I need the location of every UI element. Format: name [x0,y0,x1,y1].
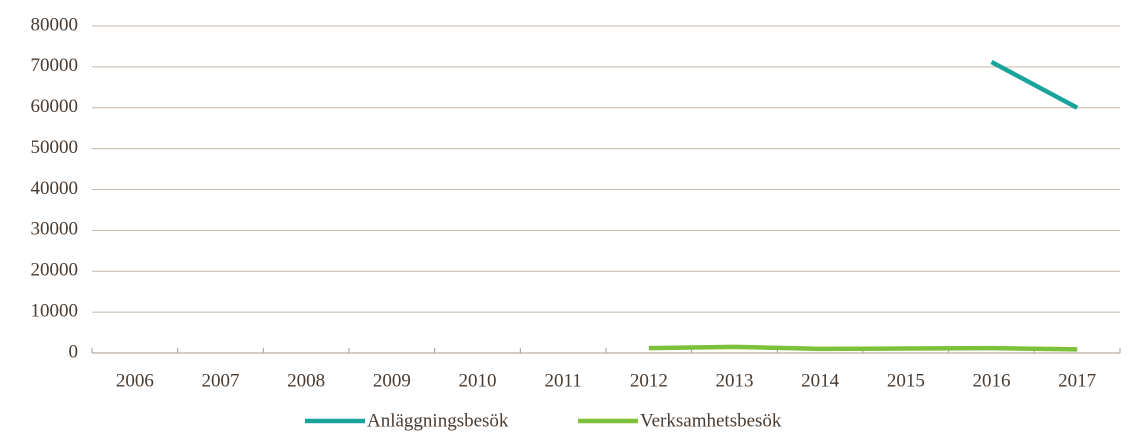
x-tick-label: 2017 [1058,370,1096,391]
x-tick-label: 2006 [116,370,154,391]
y-tick-label: 70000 [31,55,79,76]
x-tick-label: 2015 [887,370,925,391]
y-tick-label: 30000 [31,219,79,240]
series-line [648,344,1078,352]
x-tick-label: 2010 [459,370,497,391]
x-tick-label: 2016 [973,370,1011,391]
y-tick-label: 80000 [31,14,79,35]
y-tick-label: 50000 [31,137,79,158]
x-tick-label: 2007 [202,370,240,391]
x-tick-label: 2012 [630,370,668,391]
y-tick-label: 20000 [31,260,79,281]
x-tick-label: 2009 [373,370,411,391]
y-tick-label: 10000 [31,300,79,321]
x-tick-label: 2008 [287,370,325,391]
series-line [990,59,1079,110]
legend-label: Anläggningsbesök [367,410,509,431]
x-tick-label: 2013 [716,370,754,391]
y-tick-label: 60000 [31,96,79,117]
y-tick-label: 40000 [31,178,79,199]
y-tick-label: 0 [69,341,79,362]
x-tick-label: 2014 [801,370,840,391]
x-tick-label: 2011 [545,370,582,391]
legend-label: Verksamhetsbesök [640,410,782,431]
